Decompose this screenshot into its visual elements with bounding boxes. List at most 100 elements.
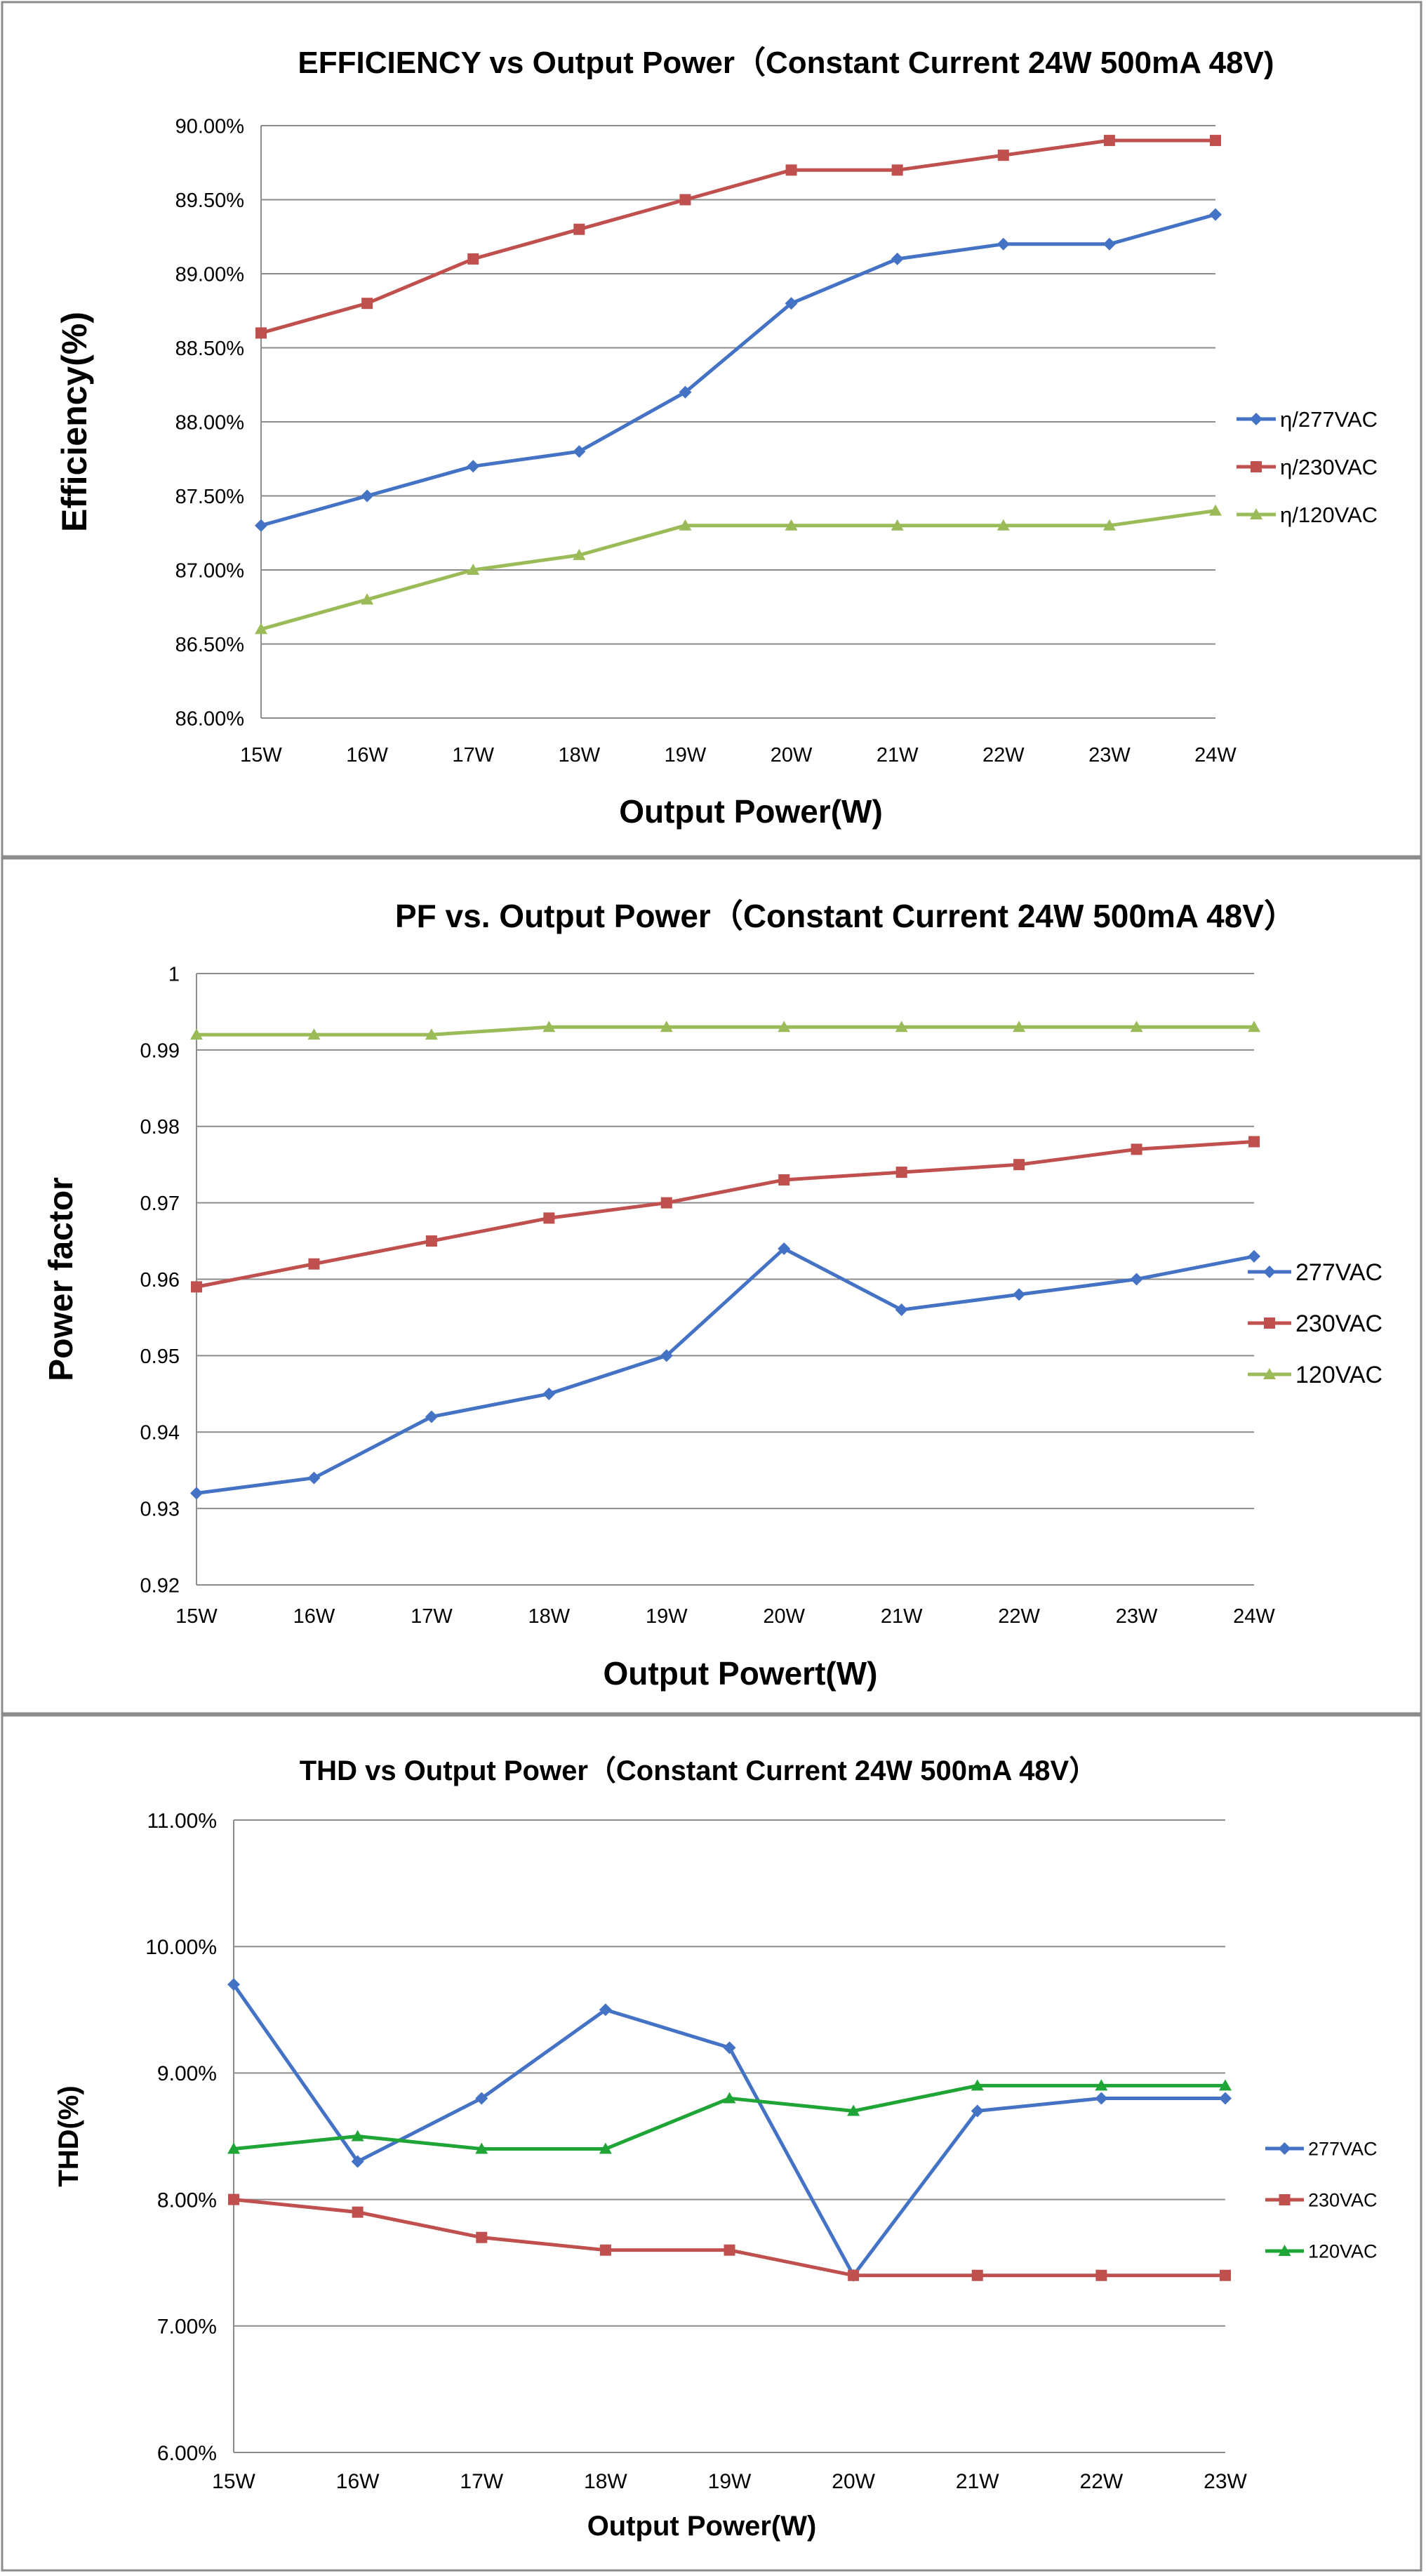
legend-label: 230VAC <box>1295 1310 1382 1337</box>
data-point <box>543 1212 555 1224</box>
x-tick-label: 24W <box>1194 744 1237 766</box>
data-point <box>425 1235 437 1247</box>
y-tick-label: 0.98 <box>140 1116 180 1138</box>
x-tick-label: 20W <box>771 744 813 766</box>
data-point <box>467 253 479 265</box>
y-tick-label: 0.99 <box>140 1040 180 1062</box>
legend-entry: 120VAC <box>1265 2241 1378 2262</box>
x-tick-label: 23W <box>1088 744 1131 766</box>
data-point <box>1095 2079 1108 2091</box>
chart-title: EFFICIENCY vs Output Power（Constant Curr… <box>298 46 1274 80</box>
x-tick-label: 18W <box>584 2470 627 2493</box>
data-point <box>1219 2092 1232 2105</box>
data-point <box>1103 135 1115 147</box>
legend-label: 120VAC <box>1308 2241 1378 2262</box>
data-point <box>1248 1136 1260 1148</box>
legend-marker <box>1251 461 1262 472</box>
data-point <box>1209 208 1222 221</box>
data-point <box>361 489 374 503</box>
legend-entry: η/277VAC <box>1237 407 1378 432</box>
legend-marker <box>1264 1317 1275 1329</box>
data-point <box>971 2104 984 2118</box>
data-point <box>1219 2079 1232 2091</box>
data-point <box>191 1281 202 1293</box>
data-point <box>351 2155 364 2168</box>
x-tick-label: 16W <box>346 744 388 766</box>
data-point <box>1131 1143 1142 1155</box>
x-axis-title: Output Power(W) <box>587 2511 817 2542</box>
data-point <box>660 1021 673 1033</box>
data-point <box>599 2142 612 2154</box>
x-tick-label: 23W <box>1116 1605 1158 1628</box>
data-point <box>895 1021 908 1033</box>
data-point <box>1248 1021 1260 1033</box>
series-line <box>196 1247 1255 1495</box>
x-tick-label: 17W <box>411 1605 453 1628</box>
data-point <box>660 1349 673 1362</box>
data-point <box>724 2244 735 2256</box>
data-point <box>723 2092 736 2104</box>
data-point <box>307 1028 321 1040</box>
y-tick-label: 11.00% <box>147 1810 217 1833</box>
data-point <box>190 1487 203 1500</box>
legend-marker <box>1263 1266 1276 1278</box>
chart-title: THD vs Output Power（Constant Current 24W… <box>300 1755 1097 1786</box>
legend-marker <box>1279 2194 1291 2205</box>
x-tick-label: 22W <box>982 744 1025 766</box>
x-tick-label: 24W <box>1233 1605 1275 1628</box>
y-tick-label: 1 <box>168 963 180 985</box>
legend-label: 120VAC <box>1295 1362 1382 1388</box>
data-point <box>1248 1249 1260 1263</box>
series-η/120VAC <box>255 504 1222 635</box>
chart-2: 0.92 0.93 0.94 0.95 0.96 0.97 0.98 0.99 1 15W 16W 1… <box>1 857 1422 1715</box>
x-tick-label: 19W <box>665 744 707 766</box>
legend-label: 277VAC <box>1295 1259 1382 1286</box>
data-point <box>467 460 480 473</box>
data-point <box>785 297 798 310</box>
data-point <box>351 2130 364 2142</box>
chart-frame <box>1 857 1422 1715</box>
series-line <box>260 213 1216 528</box>
series-120VAC <box>227 2079 1232 2154</box>
data-point <box>1209 504 1222 516</box>
data-point <box>679 385 692 399</box>
data-point <box>971 2269 983 2281</box>
data-point <box>778 1174 790 1186</box>
data-point <box>997 237 1010 251</box>
legend-label: η/120VAC <box>1280 503 1378 527</box>
chart-frame <box>1 1714 1422 2572</box>
data-point <box>679 194 691 206</box>
x-tick-label: 19W <box>646 1605 688 1628</box>
y-tick-label: 0.97 <box>140 1193 180 1215</box>
chart-title: PF vs. Output Power（Constant Current 24W… <box>395 898 1296 934</box>
data-point <box>599 2244 611 2256</box>
data-point <box>228 2193 239 2205</box>
series-277VAC <box>190 1242 1260 1500</box>
y-tick-label: 86.00% <box>175 708 244 730</box>
data-point <box>425 1410 438 1423</box>
x-tick-label: 20W <box>763 1605 805 1628</box>
data-point <box>352 2206 364 2218</box>
legend-marker <box>1278 2245 1291 2256</box>
data-point <box>599 2003 612 2017</box>
data-point <box>1095 2269 1107 2281</box>
y-tick-label: 9.00% <box>157 2062 217 2085</box>
legend-label: 230VAC <box>1308 2190 1378 2211</box>
legend-marker <box>1250 508 1262 519</box>
x-tick-label: 23W <box>1204 2470 1247 2493</box>
y-tick-label: 90.00% <box>175 115 244 138</box>
chart-1: 86.00% 86.50% 87.00% 87.50% 88.00% 88.50% 89.0… <box>1 1 1422 858</box>
x-tick-label: 21W <box>956 2470 999 2493</box>
legend-marker <box>1278 2142 1291 2155</box>
y-tick-label: 89.50% <box>175 190 244 212</box>
data-point <box>997 519 1010 531</box>
series-line <box>196 1140 1255 1289</box>
data-point <box>190 1028 203 1040</box>
y-tick-label: 0.96 <box>140 1269 180 1292</box>
legend-marker <box>1263 1368 1276 1379</box>
series-230VAC <box>228 2193 1231 2281</box>
data-point <box>542 1021 556 1033</box>
data-point <box>848 2269 860 2281</box>
x-tick-label: 16W <box>293 1605 335 1628</box>
